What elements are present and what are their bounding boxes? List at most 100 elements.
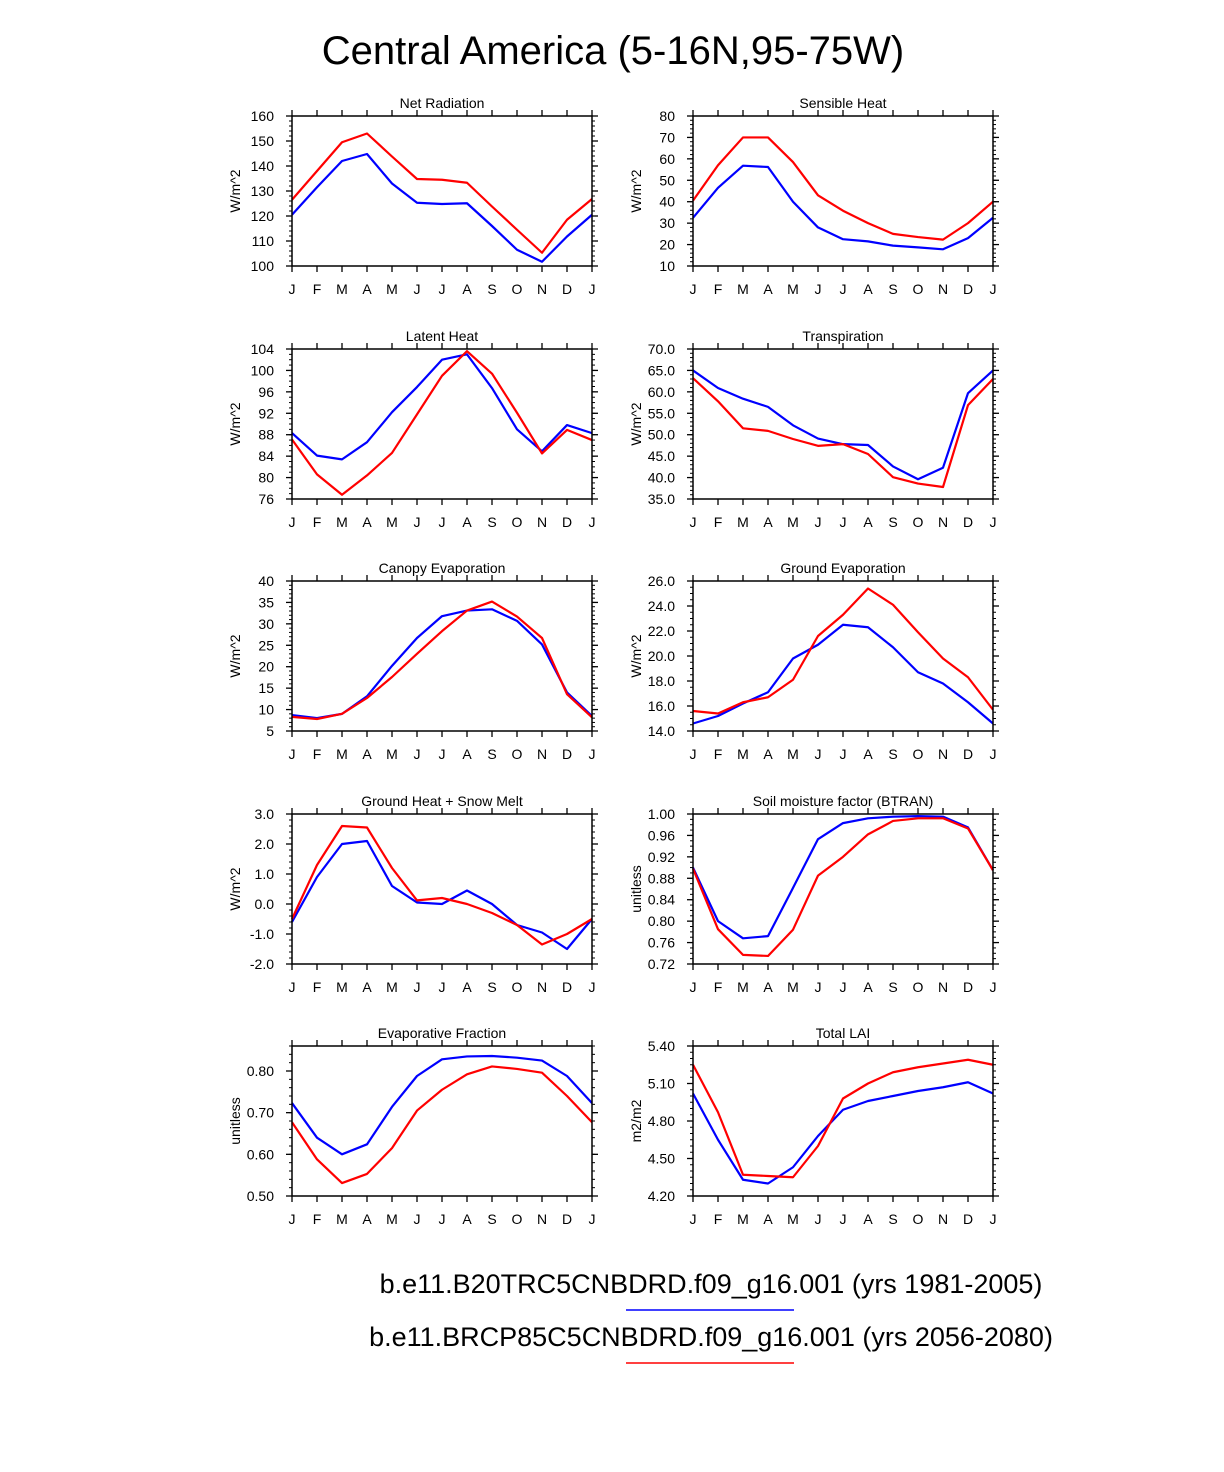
panel-soil-moisture-factor-btran: Soil moisture factor (BTRAN) unitless 0.72… [628,793,999,995]
y-tick-label: 60.0 [648,384,675,400]
x-tick-label: A [763,514,773,530]
x-tick-label: J [690,281,697,297]
panel-title: Canopy Evaporation [379,560,506,576]
y-tick-label: 5 [266,723,274,739]
series-line-historical [692,815,994,940]
y-tick-label: 3.0 [255,806,275,822]
x-tick-label: A [462,281,472,297]
plot-frame [692,580,994,732]
x-tick-label: M [787,514,799,530]
x-tick-label: O [512,979,523,995]
x-tick-label: D [963,979,973,995]
y-tick-label: 16.0 [648,698,675,714]
y-tick-label: 5.10 [648,1076,675,1092]
x-tick-label: M [737,979,749,995]
y-axis-label: W/m^2 [628,169,644,212]
x-tick-label: J [690,746,697,762]
x-tick-label: S [487,1211,496,1227]
y-tick-label: 30 [659,215,675,231]
y-tick-label: 20.0 [648,648,675,664]
x-tick-label: J [289,514,296,530]
x-tick-label: J [414,514,421,530]
x-tick-label: O [913,979,924,995]
y-tick-label: 140 [251,158,275,174]
x-tick-label: M [386,979,398,995]
y-tick-label: 0.88 [648,870,675,886]
x-tick-label: A [863,514,873,530]
y-axis-label: W/m^2 [227,867,243,910]
x-tick-label: S [487,746,496,762]
x-tick-label: A [462,514,472,530]
x-tick-label: J [815,514,822,530]
series-line-historical [692,164,994,251]
plot-frame [692,115,994,267]
x-tick-label: J [414,746,421,762]
x-tick-label: J [990,514,997,530]
y-tick-label: 96 [258,384,274,400]
y-tick-label: 70.0 [648,341,675,357]
x-tick-label: N [537,514,547,530]
legend-label-historical: b.e11.B20TRC5CNBDRD.f09_g16.001 (yrs 198… [380,1269,1043,1299]
x-tick-label: J [414,281,421,297]
x-tick-label: S [487,281,496,297]
x-tick-label: F [714,979,723,995]
panel-evaporative-fraction: Evaporative Fraction unitless 0.50 0.60 0.70… [227,1025,598,1227]
x-tick-label: J [840,281,847,297]
y-tick-label: 130 [251,183,275,199]
x-tick-label: J [589,1211,596,1227]
x-tick-label: J [840,1211,847,1227]
x-tick-label: D [562,281,572,297]
y-tick-label: 65.0 [648,362,675,378]
panel-title: Total LAI [816,1025,870,1041]
y-tick-label: 15 [258,680,274,696]
x-tick-label: M [386,281,398,297]
series-line-historical [291,1054,593,1156]
x-tick-label: F [313,514,322,530]
y-tick-label: 0.0 [255,896,275,912]
y-tick-label: 1.0 [255,866,275,882]
x-tick-label: A [863,1211,873,1227]
panel-canopy-evaporation: Canopy Evaporation W/m^2 5 10 15 20 25 30 35 40 J F… [227,560,598,762]
series-line-historical [692,1081,994,1185]
y-tick-label: 45.0 [648,448,675,464]
x-tick-label: J [990,281,997,297]
series-line-future [692,377,994,489]
x-tick-label: F [313,281,322,297]
x-tick-label: F [313,1211,322,1227]
y-tick-label: 120 [251,208,275,224]
x-tick-label: J [414,979,421,995]
y-tick-label: 18.0 [648,673,675,689]
x-tick-label: M [787,979,799,995]
series-line-historical [291,353,593,461]
x-tick-label: D [963,746,973,762]
x-tick-label: J [690,979,697,995]
series-line-historical [291,152,593,263]
x-tick-label: A [763,281,773,297]
x-tick-label: J [289,1211,296,1227]
x-tick-label: A [362,979,372,995]
y-tick-label: 70 [659,129,675,145]
y-tick-label: 110 [252,233,275,249]
x-tick-label: S [888,979,897,995]
x-tick-label: A [462,1211,472,1227]
x-tick-label: F [313,746,322,762]
y-tick-label: 104 [251,341,275,357]
panels: Net Radiation W/m^2 100 110 120 130 140 150 160 J… [227,95,999,1227]
panel-ground-heat-snow-melt: Ground Heat + Snow Melt W/m^2 -2.0 -1.0 0.0 1… [227,793,598,995]
y-tick-label: 0.80 [648,913,675,929]
x-tick-label: M [336,514,348,530]
x-tick-label: N [938,979,948,995]
legend: b.e11.B20TRC5CNBDRD.f09_g16.001 (yrs 198… [369,1269,1053,1364]
x-tick-label: A [362,281,372,297]
y-tick-label: 40.0 [648,470,675,486]
x-tick-label: J [840,746,847,762]
y-axis-label: unitless [628,865,644,912]
plot-frame [692,813,994,965]
panel-title: Transpiration [802,328,883,344]
y-tick-label: 10 [659,258,675,274]
x-tick-label: O [512,1211,523,1227]
x-tick-label: J [815,746,822,762]
y-axis-label: m2/m2 [628,1099,644,1142]
y-tick-label: 100 [251,258,275,274]
